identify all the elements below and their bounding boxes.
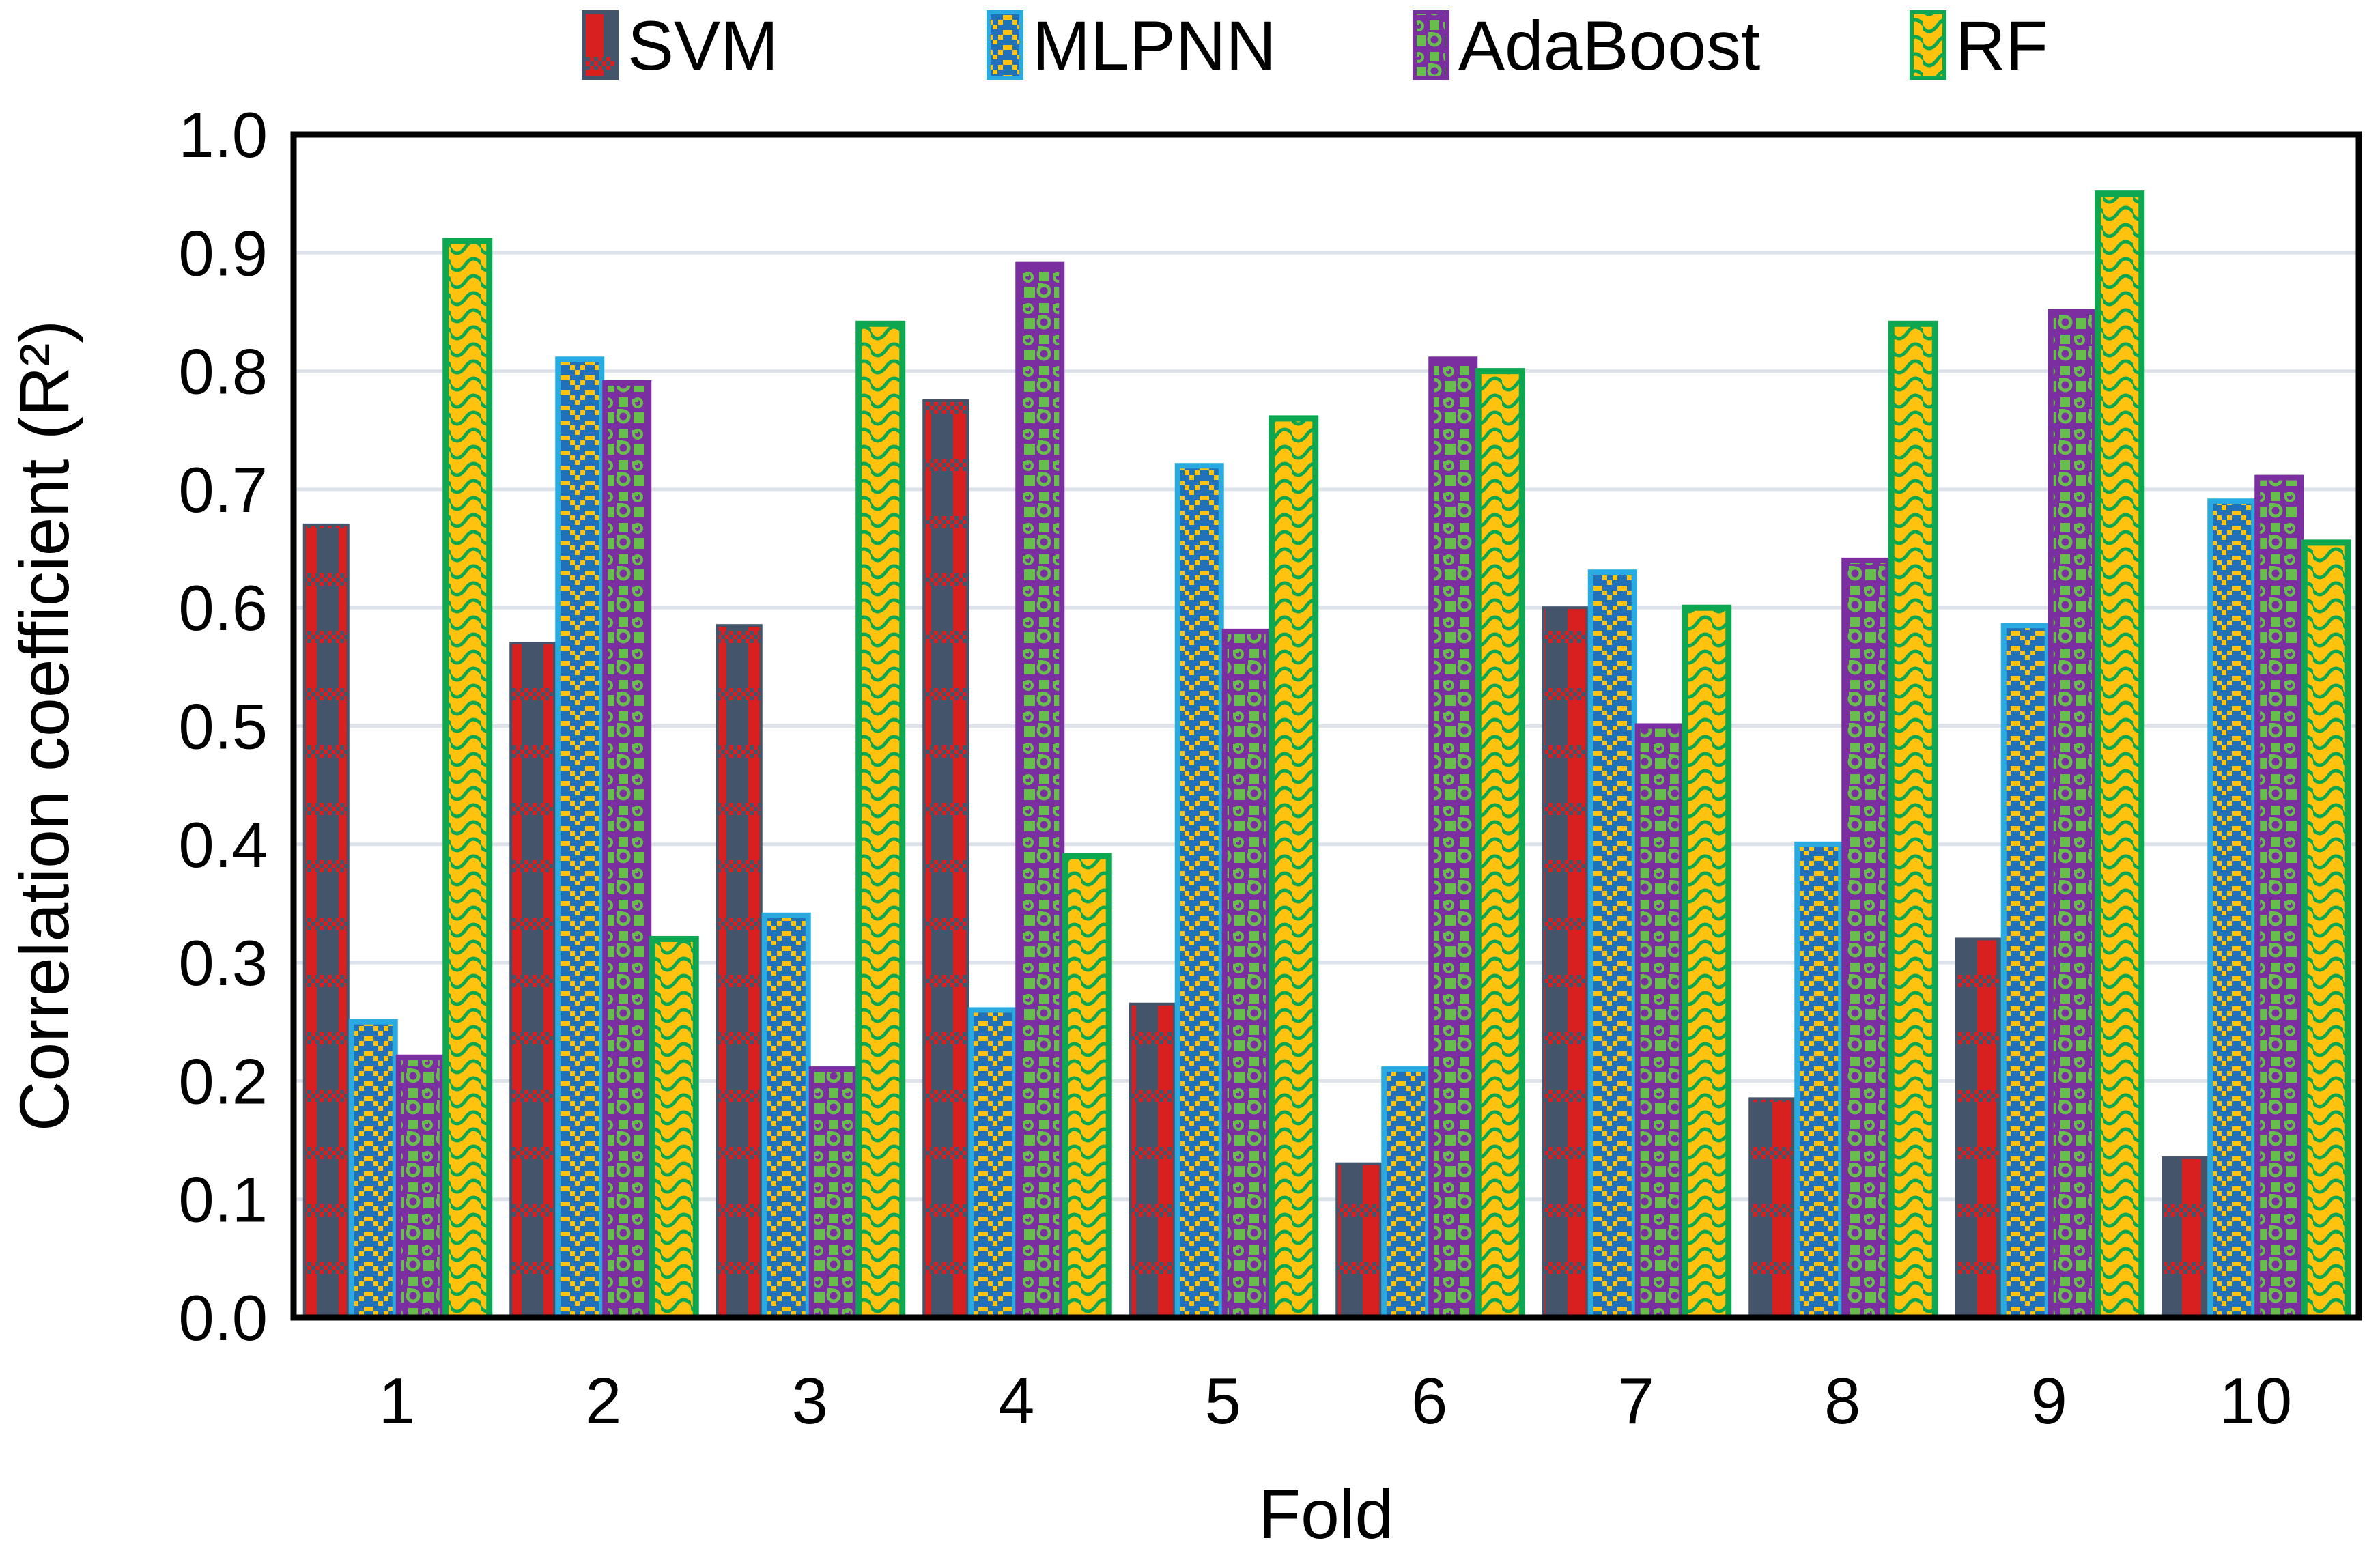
bar-adaboost-fold-5 — [1221, 628, 1271, 1320]
bar-svm-fold-1 — [302, 523, 350, 1319]
bar-mlpnn-fold-4 — [968, 1007, 1018, 1321]
bar-svm-fold-7 — [1542, 606, 1589, 1320]
bar-rf-fold-3 — [855, 320, 906, 1321]
bars — [302, 190, 2351, 1321]
x-tick-labels: 1 2 3 4 5 6 7 8 9 10 — [379, 1365, 2293, 1438]
legend-swatch-adaboost — [1413, 10, 1449, 80]
x-tick-label: 4 — [998, 1365, 1034, 1438]
bar-rf-fold-5 — [1269, 415, 1319, 1321]
legend-label-mlpnn: MLPNN — [1032, 7, 1276, 85]
y-tick-label: 0.2 — [178, 1045, 268, 1117]
x-axis-title: Fold — [1258, 1475, 1393, 1553]
bar-mlpnn-fold-9 — [2000, 623, 2050, 1320]
bar-mlpnn-fold-3 — [761, 912, 811, 1320]
plot-border — [290, 131, 2362, 1321]
bar-mlpnn-fold-2 — [555, 356, 605, 1320]
y-tick-label: 0.8 — [178, 336, 268, 408]
bar-adaboost-fold-10 — [2254, 474, 2304, 1321]
bar-rf-fold-10 — [2301, 539, 2351, 1321]
y-axis-title: Correlation coefficient (R²) — [5, 320, 83, 1132]
y-tick-label: 0.7 — [178, 454, 268, 526]
x-tick-label: 5 — [1205, 1365, 1241, 1438]
bar-adaboost-fold-3 — [808, 1066, 858, 1320]
legend-swatch-mlpnn — [987, 10, 1023, 80]
bar-adaboost-fold-7 — [1634, 723, 1684, 1320]
bar-rf-fold-2 — [649, 935, 699, 1321]
bar-mlpnn-fold-5 — [1174, 463, 1224, 1320]
y-tick-label: 1.0 — [178, 99, 268, 171]
x-tick-label: 10 — [2219, 1365, 2292, 1438]
bar-rf-fold-9 — [2095, 190, 2145, 1321]
bar-adaboost-fold-8 — [1841, 557, 1891, 1320]
y-tick-label: 0.5 — [178, 691, 268, 763]
x-tick-label: 2 — [585, 1365, 621, 1438]
bar-adaboost-fold-6 — [1428, 356, 1478, 1320]
legend-label-svm: SVM — [627, 7, 778, 85]
y-tick-label: 0.4 — [178, 809, 268, 881]
bar-rf-fold-1 — [442, 238, 493, 1321]
bar-svm-fold-4 — [922, 399, 969, 1319]
bar-svm-fold-2 — [509, 642, 556, 1319]
bar-mlpnn-fold-7 — [1587, 569, 1637, 1321]
y-tick-labels: 0.0 0.1 0.2 0.3 0.4 0.5 0.6 0.7 0.8 0.9 1.0 — [178, 99, 268, 1354]
x-tick-label: 9 — [2031, 1365, 2067, 1438]
y-tick-label: 0.3 — [178, 927, 268, 999]
bar-svm-fold-8 — [1748, 1097, 1796, 1320]
y-tick-label: 0.1 — [178, 1164, 268, 1236]
bar-mlpnn-fold-6 — [1381, 1066, 1431, 1320]
bar-adaboost-fold-1 — [395, 1054, 445, 1320]
legend-label-rf: RF — [1955, 7, 2048, 85]
x-tick-label: 7 — [1618, 1365, 1654, 1438]
bar-mlpnn-fold-8 — [1794, 841, 1844, 1321]
bar-mlpnn-fold-10 — [2207, 498, 2257, 1320]
bar-mlpnn-fold-1 — [348, 1019, 398, 1320]
legend-label-adaboost: AdaBoost — [1458, 7, 1760, 85]
y-tick-label: 0.0 — [178, 1282, 268, 1354]
y-tick-label: 0.6 — [178, 572, 268, 644]
bar-rf-fold-4 — [1062, 853, 1112, 1321]
legend-swatch-rf — [1910, 10, 1946, 80]
x-tick-label: 3 — [792, 1365, 828, 1438]
bar-rf-fold-6 — [1475, 368, 1525, 1321]
bar-svm-fold-6 — [1335, 1162, 1383, 1319]
x-tick-label: 1 — [379, 1365, 415, 1438]
bar-rf-fold-7 — [1682, 604, 1732, 1321]
bar-adaboost-fold-2 — [602, 380, 652, 1320]
bar-adaboost-fold-4 — [1015, 261, 1065, 1320]
x-tick-label: 6 — [1411, 1365, 1447, 1438]
legend: SVM MLPNN AdaBoost RF — [582, 7, 2048, 85]
bar-svm-fold-10 — [2162, 1156, 2209, 1320]
legend-swatch-svm — [582, 10, 619, 80]
bar-svm-fold-3 — [716, 624, 763, 1319]
bar-svm-fold-9 — [1955, 937, 2002, 1319]
bar-svm-fold-5 — [1129, 1002, 1176, 1319]
x-tick-label: 8 — [1824, 1365, 1860, 1438]
bar-adaboost-fold-9 — [2048, 309, 2097, 1321]
bar-rf-fold-8 — [1888, 320, 1938, 1321]
y-tick-label: 0.9 — [178, 217, 268, 289]
